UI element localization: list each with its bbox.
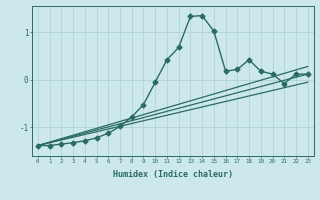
X-axis label: Humidex (Indice chaleur): Humidex (Indice chaleur): [113, 170, 233, 179]
